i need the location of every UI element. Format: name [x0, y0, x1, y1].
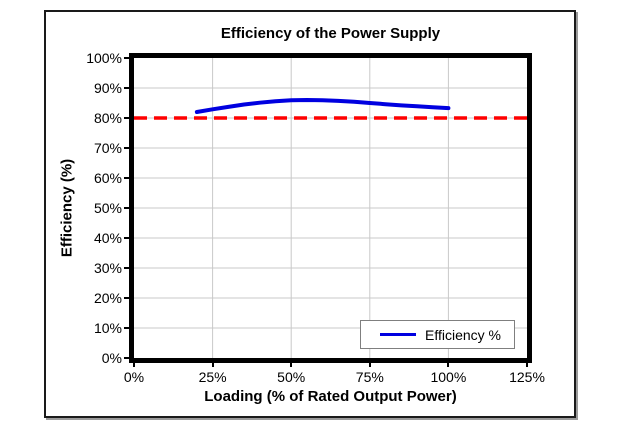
x-tick-mark [133, 363, 135, 367]
y-tick-label: 60% [93, 170, 122, 186]
y-tick-mark [124, 207, 129, 209]
chart-frame: Efficiency of the Power Supply Efficienc… [44, 10, 576, 418]
legend: Efficiency % [360, 320, 515, 349]
x-tick-mark [368, 363, 371, 367]
x-tick-label: 100% [430, 369, 467, 385]
y-tick-label: 20% [93, 290, 122, 306]
legend-label: Efficiency % [425, 326, 501, 343]
y-tick-mark [124, 57, 129, 59]
chart-title: Efficiency of the Power Supply [220, 25, 441, 42]
legend-line-sample [380, 333, 416, 336]
x-tick-mark [526, 363, 528, 367]
y-tick-label: 50% [93, 200, 122, 216]
x-tick-label: 50% [277, 369, 306, 385]
x-tick-label: 0% [123, 369, 145, 385]
x-tick-mark [290, 363, 293, 367]
y-tick-label: 100% [86, 50, 122, 66]
x-tick-mark [447, 363, 450, 367]
y-tick-mark [124, 177, 129, 179]
y-tick-mark [124, 117, 129, 119]
plot-area [129, 53, 532, 363]
y-tick-label: 90% [93, 80, 122, 96]
y-tick-label: 10% [93, 320, 122, 336]
x-axis-title: Loading (% of Rated Output Power) [204, 388, 457, 405]
y-tick-mark [124, 327, 129, 329]
y-tick-label: 30% [93, 260, 122, 276]
efficiency-curve [194, 98, 451, 114]
y-tick-mark [124, 87, 129, 89]
x-tick-mark [211, 363, 214, 367]
plot-canvas [134, 58, 527, 358]
y-tick-label: 80% [93, 110, 122, 126]
x-tick-label: 25% [198, 369, 227, 385]
y-tick-mark [124, 267, 129, 269]
y-tick-mark [124, 357, 129, 359]
y-tick-mark [124, 147, 129, 149]
x-tick-label: 125% [509, 369, 545, 385]
y-tick-label: 0% [101, 350, 122, 366]
x-tick-label: 75% [355, 369, 384, 385]
y-tick-label: 40% [93, 230, 122, 246]
y-tick-mark [124, 297, 129, 299]
y-tick-mark [124, 237, 129, 239]
y-tick-label: 70% [93, 140, 122, 156]
